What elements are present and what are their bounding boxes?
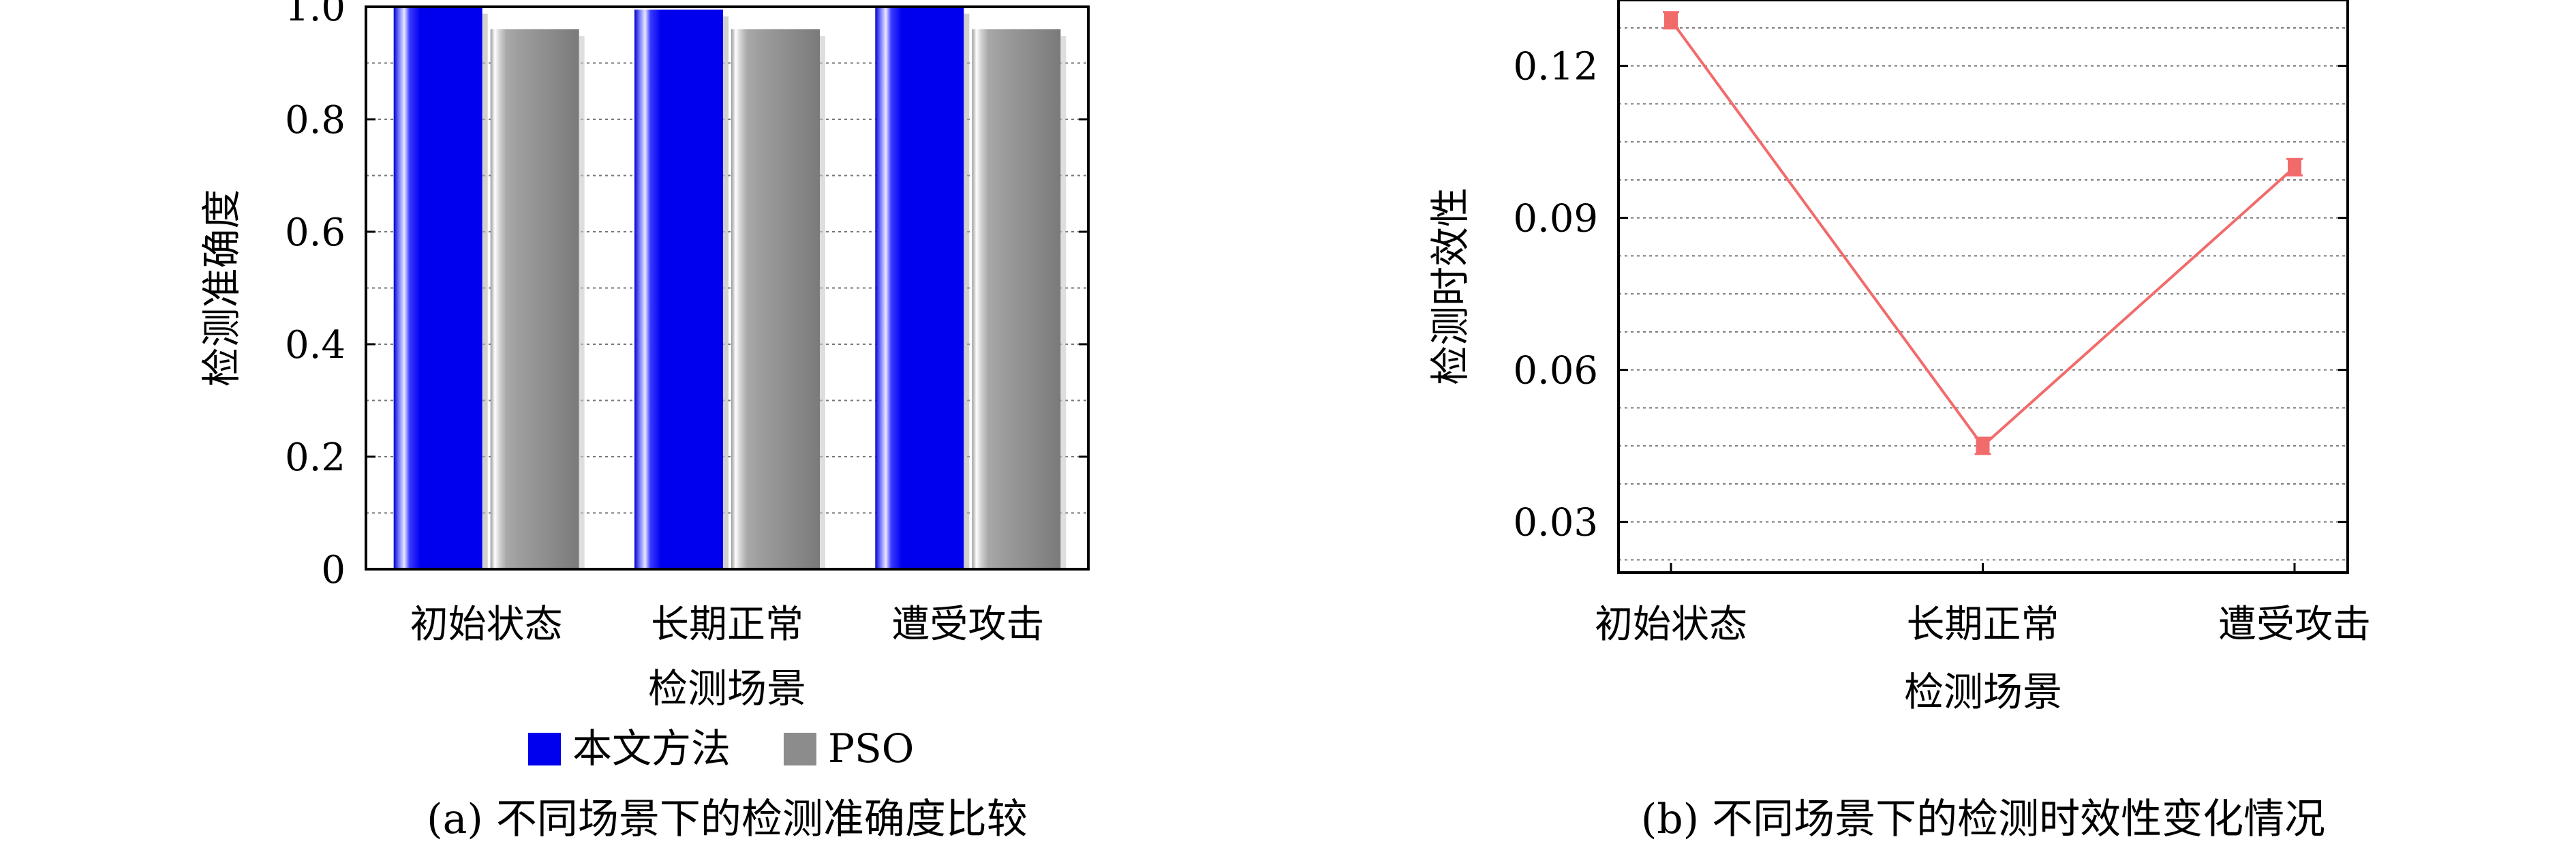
bar-shadow (964, 14, 970, 569)
accuracy-x-tick-label: 长期正常 (651, 603, 803, 647)
accuracy-y-ticks: 0 0.2 0.4 0.6 0.8 1.0 (285, 0, 1088, 592)
legend-label-pso: PSO (828, 725, 914, 772)
timeliness-y-tick-label: 0.06 (1513, 349, 1598, 393)
timeliness-x-tick-label: 初始状态 (1595, 603, 1747, 647)
accuracy-y-tick-label: 0.2 (285, 436, 346, 480)
timeliness-point (2288, 159, 2301, 176)
accuracy-y-axis-label: 检测准确度 (198, 189, 245, 386)
accuracy-bar-chart: 0 0.2 0.4 0.6 0.8 1.0 初始状态 长期正常 遭受攻击 检测准确度 检测场景… (198, 0, 1090, 843)
timeliness-gridlines (1619, 27, 2348, 561)
timeliness-plot-frame (1617, 0, 2349, 574)
timeliness-series-line (1670, 19, 2296, 449)
timeliness-point (1976, 438, 1990, 455)
bar-proposed (393, 7, 482, 569)
bar-pso (972, 29, 1061, 569)
timeliness-y-axis-label: 检测时效性 (1427, 187, 1473, 385)
bar-shadow (820, 36, 825, 569)
bar-shadow (482, 14, 488, 569)
legend-swatch-proposed (528, 733, 561, 765)
accuracy-x-ticks: 初始状态 长期正常 遭受攻击 (410, 603, 1045, 647)
timeliness-x-tick-label: 遭受攻击 (2218, 603, 2371, 647)
accuracy-x-axis-label: 检测场景 (648, 665, 806, 712)
accuracy-plot-frame (365, 5, 1090, 571)
accuracy-bars (393, 7, 1067, 569)
accuracy-y-tick-label: 0 (321, 548, 346, 592)
timeliness-point (1664, 12, 1678, 29)
timeliness-y-tick-label: 0.03 (1513, 501, 1598, 545)
accuracy-x-tick-label: 初始状态 (410, 603, 563, 647)
timeliness-y-ticks: 0.03 0.06 0.09 0.12 (1513, 45, 2348, 545)
bar-shadow (1060, 36, 1067, 569)
accuracy-y-tick-label: 1.0 (285, 0, 346, 30)
bar-proposed (875, 7, 964, 569)
legend-swatch-pso (784, 733, 816, 765)
bar-shadow (579, 36, 585, 569)
timeliness-x-axis-label: 检测场景 (1904, 669, 2062, 715)
timeliness-x-ticks: 初始状态 长期正常 遭受攻击 (1595, 563, 2371, 647)
timeliness-y-tick-label: 0.09 (1513, 197, 1598, 241)
timeliness-line-chart: 0.03 0.06 0.09 0.12 初始状态 长期正常 遭受攻击 检测时效性 检测场景… (1427, 0, 2371, 843)
accuracy-chart-caption: (a) 不同场景下的检测准确度比较 (427, 795, 1028, 843)
accuracy-y-tick-label: 0.8 (285, 98, 346, 142)
timeliness-y-tick-label: 0.12 (1513, 45, 1598, 89)
timeliness-x-tick-label: 长期正常 (1907, 603, 2059, 647)
accuracy-legend: 本文方法 PSO (528, 725, 914, 772)
timeliness-chart-caption: (b) 不同场景下的检测时效性变化情况 (1641, 795, 2325, 843)
timeliness-points (1663, 11, 2303, 455)
bar-shadow (723, 16, 729, 569)
accuracy-y-tick-label: 0.4 (285, 323, 346, 367)
bar-proposed (634, 10, 723, 569)
accuracy-y-tick-label: 0.6 (285, 211, 346, 255)
accuracy-x-tick-label: 遭受攻击 (891, 603, 1044, 647)
legend-label-proposed: 本文方法 (572, 725, 731, 772)
bar-pso (490, 29, 579, 569)
bar-pso (731, 29, 820, 569)
